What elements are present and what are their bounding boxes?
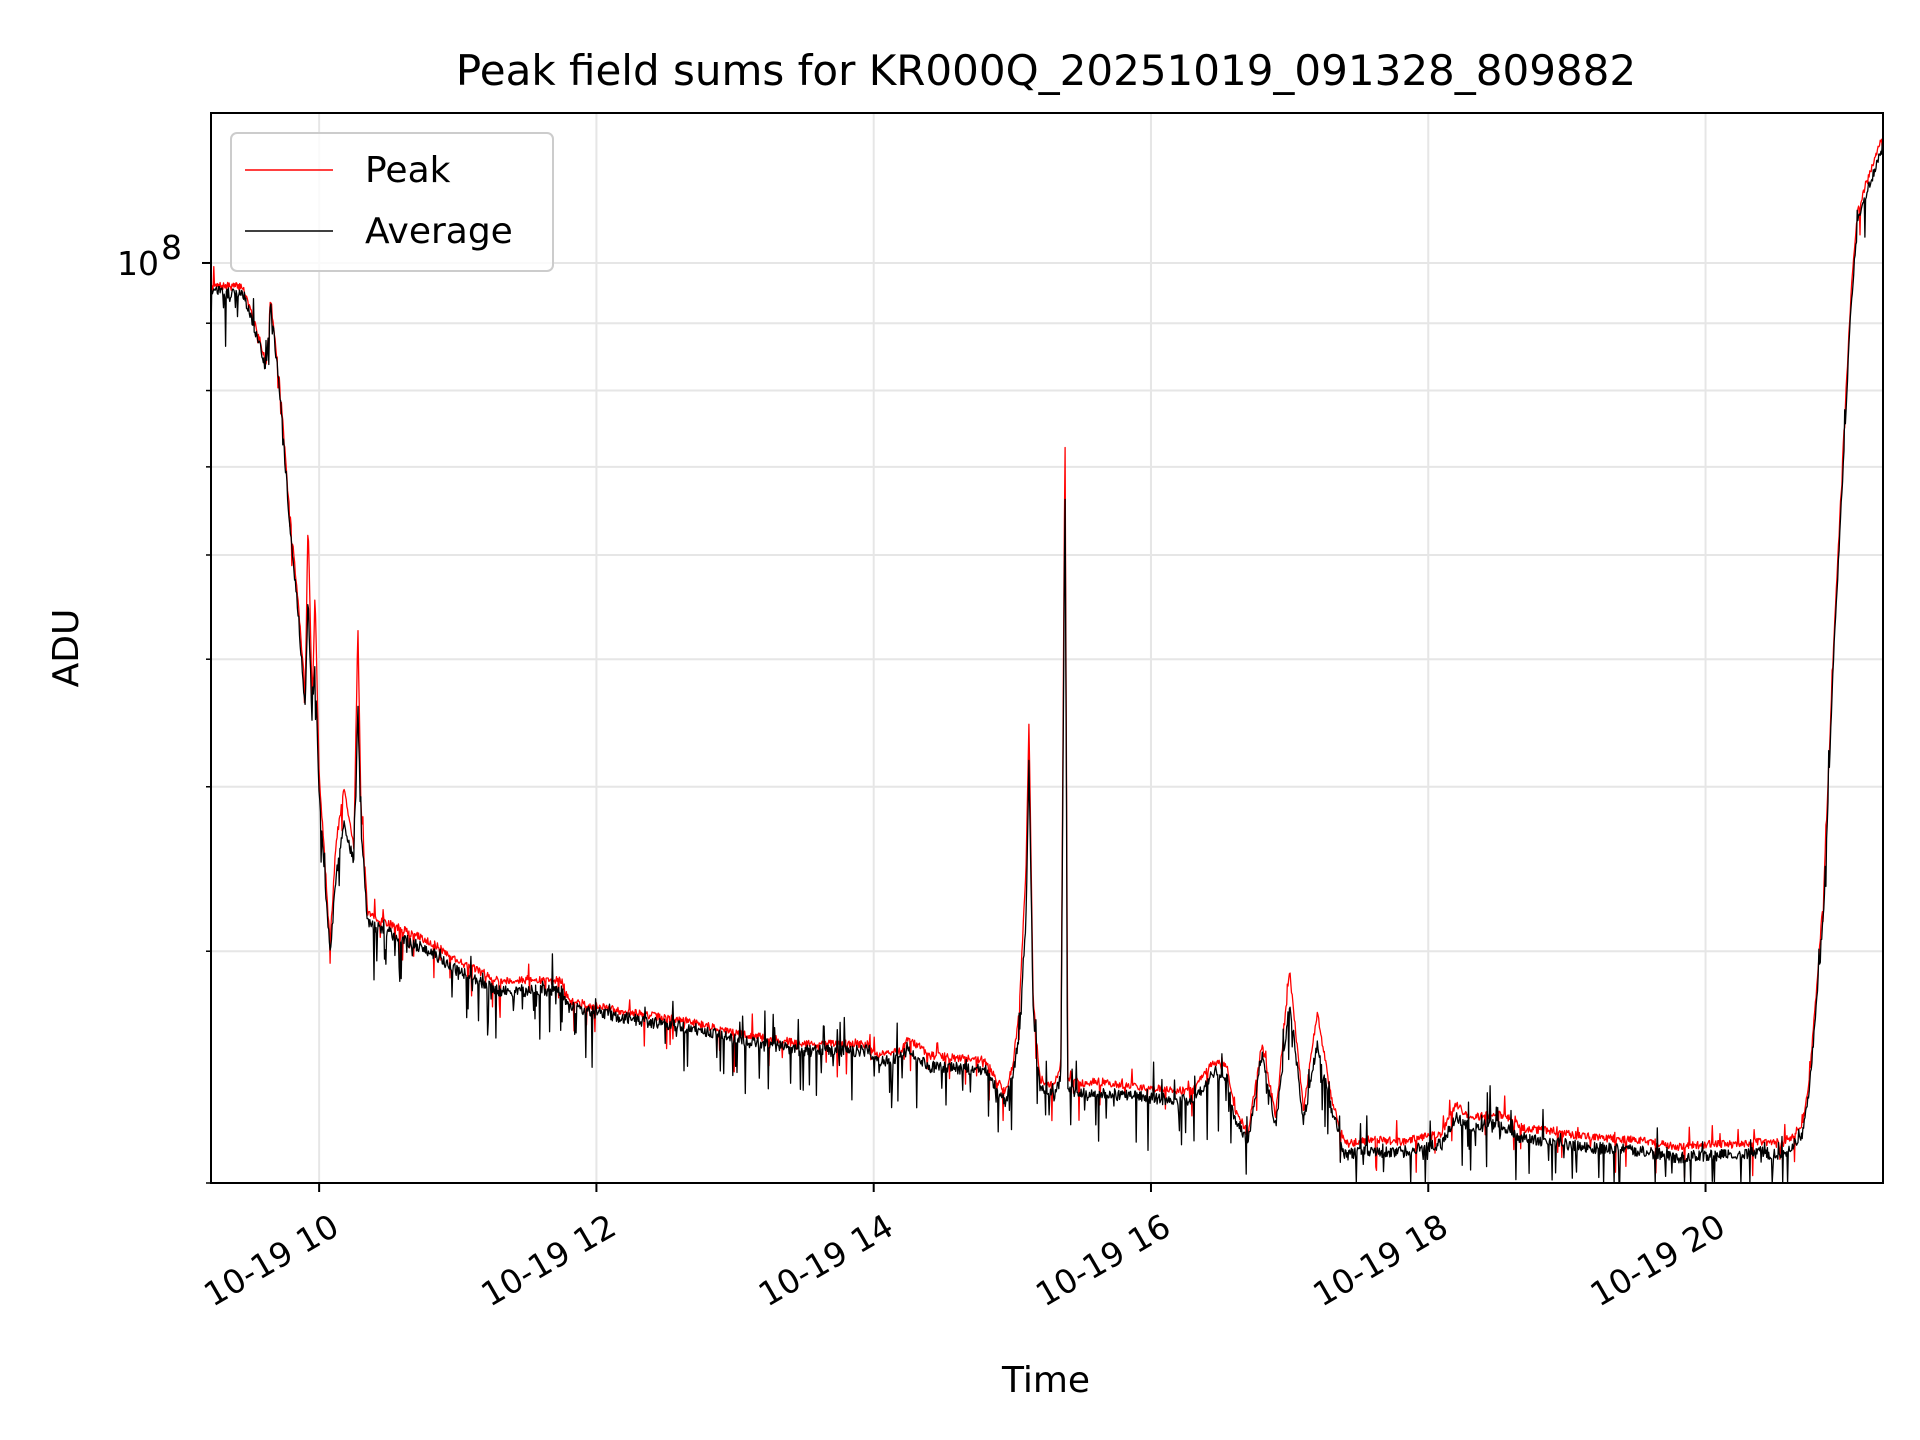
legend-average-label: Average: [365, 211, 513, 252]
y-tick-label-0: 10: [117, 244, 159, 283]
plot-frame: [210, 112, 1884, 1184]
y-ticks: 10 8: [117, 228, 211, 1184]
legend-box: [230, 132, 554, 272]
x-axis-label: Time: [1001, 1360, 1090, 1401]
legend-peak-label: Peak: [365, 150, 451, 191]
series-group: [210, 137, 1884, 1184]
series-line-average: [210, 141, 1884, 1184]
y-tick-label-exponent-0: 8: [161, 228, 182, 267]
chart-title: Peak field sums for KR000Q_20251019_0913…: [456, 46, 1636, 95]
y-axis-label: ADU: [46, 609, 87, 688]
legend: Peak Average: [230, 132, 554, 272]
